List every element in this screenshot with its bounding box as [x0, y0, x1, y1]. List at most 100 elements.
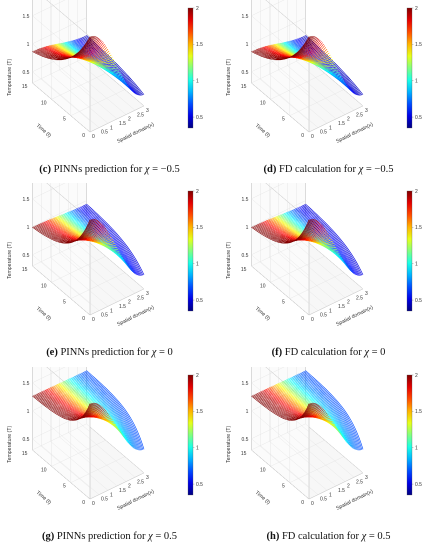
- surface-line: [72, 376, 131, 446]
- surface-line: [256, 219, 315, 242]
- colorbar: [406, 190, 413, 312]
- x-tick-label: 1.5: [338, 488, 345, 494]
- surface-line: [260, 391, 319, 418]
- x-tick-label: 2.5: [137, 112, 144, 118]
- surface-line: [251, 36, 310, 61]
- surface-line: [260, 220, 319, 241]
- surface-line: [80, 206, 139, 276]
- x-tick-label: 2: [128, 484, 131, 490]
- surface-line: [253, 394, 312, 420]
- surface-line: [288, 378, 347, 442]
- caption-text: PINNs prediction for: [57, 347, 152, 358]
- colorbar-tick-label: 1: [415, 79, 418, 85]
- surface-line: [282, 213, 341, 256]
- surface-line: [42, 221, 101, 241]
- t-axis-title: Time (t): [254, 306, 272, 322]
- panel-caption: (f) FD calculation for χ = 0: [219, 347, 438, 358]
- x-tick-label: 3: [365, 475, 368, 481]
- surface-line: [32, 395, 91, 421]
- surface-line: [257, 219, 317, 242]
- x-tick-label: 0: [92, 134, 95, 140]
- t-tick-label: 5: [63, 300, 66, 306]
- colorbar-tick-label: 2: [196, 6, 199, 12]
- t-tick-label: 0: [301, 500, 304, 506]
- colorbar: [187, 374, 194, 496]
- surface-line: [255, 218, 314, 242]
- x-tick-label: 0: [311, 317, 314, 323]
- caption-value: 0: [167, 347, 173, 358]
- t-grid-line: [89, 219, 145, 316]
- z-tick-label: 1: [27, 42, 30, 48]
- t-tick-label: 15: [241, 84, 247, 90]
- caption-text: FD calculation for: [279, 531, 362, 542]
- surface-line: [79, 373, 138, 451]
- surface-line: [252, 395, 311, 421]
- caption-symbol: χ: [364, 347, 369, 358]
- x-tick-label: 1: [329, 492, 332, 498]
- z-grid-line: [265, 0, 310, 37]
- surface-line: [47, 219, 106, 241]
- t-tick-label: 15: [22, 267, 28, 273]
- surface-line: [35, 218, 94, 243]
- surface-line: [251, 395, 310, 421]
- caption-text: FD calculation for: [276, 164, 359, 175]
- surface-line: [305, 35, 364, 95]
- surface-line: [292, 376, 351, 447]
- colorbar-tick-label: 0.5: [196, 298, 203, 304]
- colorbar-tick-label: 1.5: [196, 409, 203, 415]
- panel-label: (g): [41, 531, 55, 542]
- caption-equals: =: [156, 347, 168, 358]
- x-tick-label: 0.5: [101, 313, 108, 319]
- t-tick-label: 5: [63, 484, 66, 490]
- colorbar-tick-label: 0.5: [415, 298, 422, 304]
- surface-mesh: [251, 370, 364, 451]
- surface-line: [69, 378, 128, 442]
- surface-line: [79, 206, 138, 276]
- x-tick-label: 3: [365, 291, 368, 297]
- surface-line: [34, 394, 93, 420]
- x-tick-label: 3: [146, 108, 149, 114]
- z-tick-label: 1: [246, 225, 249, 231]
- surface-line: [37, 219, 96, 242]
- t-tick-label: 10: [41, 100, 47, 106]
- surface-line: [253, 218, 312, 243]
- t-grid-line: [32, 0, 87, 84]
- colorbar: [406, 7, 413, 129]
- surface-line: [299, 206, 358, 276]
- z-tick-label: 1.5: [22, 197, 29, 203]
- z-tick-label: 1: [27, 409, 30, 415]
- surface-line: [265, 220, 324, 241]
- surface-line: [32, 36, 91, 61]
- z-grid-line: [46, 183, 91, 220]
- t-grid-line: [70, 387, 125, 483]
- t-tick-label: 0: [301, 316, 304, 322]
- colorbar: [187, 7, 194, 129]
- panel-caption: (e) PINNs prediction for χ = 0: [0, 347, 219, 358]
- surface-line: [259, 220, 318, 241]
- t-tick-label: 0: [82, 316, 85, 322]
- panel-caption: (c) PINNs prediction for χ = −0.5: [0, 164, 219, 175]
- t-grid-line: [251, 367, 306, 451]
- x-tick-label: 2: [347, 117, 350, 123]
- z-grid-line: [46, 367, 91, 404]
- surface-line: [295, 208, 354, 274]
- surface-line: [301, 36, 360, 96]
- surface-line: [289, 377, 348, 444]
- caption-equals: =: [368, 347, 381, 358]
- surface-line: [82, 36, 141, 96]
- z-tick-label: 1: [27, 225, 30, 231]
- z-tick-label: 0.5: [22, 437, 29, 443]
- colorbar-tick-label: 2: [415, 373, 418, 379]
- caption-equals: =: [149, 164, 161, 175]
- x-tick-label: 1.5: [119, 121, 126, 127]
- colorbar-tick-label: 1: [196, 79, 199, 85]
- surface-line: [261, 390, 320, 418]
- surface-line: [304, 204, 363, 276]
- surface-line: [266, 219, 325, 241]
- z-tick-label: 1.5: [22, 14, 29, 20]
- surface-line: [54, 385, 113, 421]
- caption-text: PINNs prediction for: [50, 164, 145, 175]
